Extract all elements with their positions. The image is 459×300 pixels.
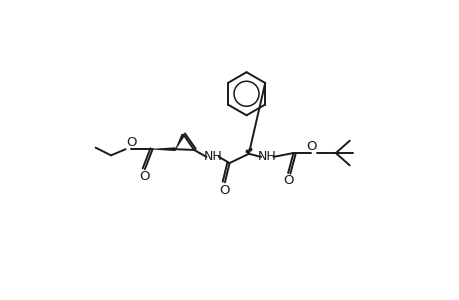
- Text: NH: NH: [257, 150, 276, 164]
- Text: O: O: [139, 170, 149, 183]
- Polygon shape: [175, 134, 185, 149]
- Text: O: O: [218, 184, 229, 196]
- Text: O: O: [283, 174, 293, 187]
- Text: O: O: [125, 136, 136, 149]
- Text: NH: NH: [203, 150, 222, 164]
- Text: O: O: [305, 140, 316, 153]
- Polygon shape: [152, 147, 175, 151]
